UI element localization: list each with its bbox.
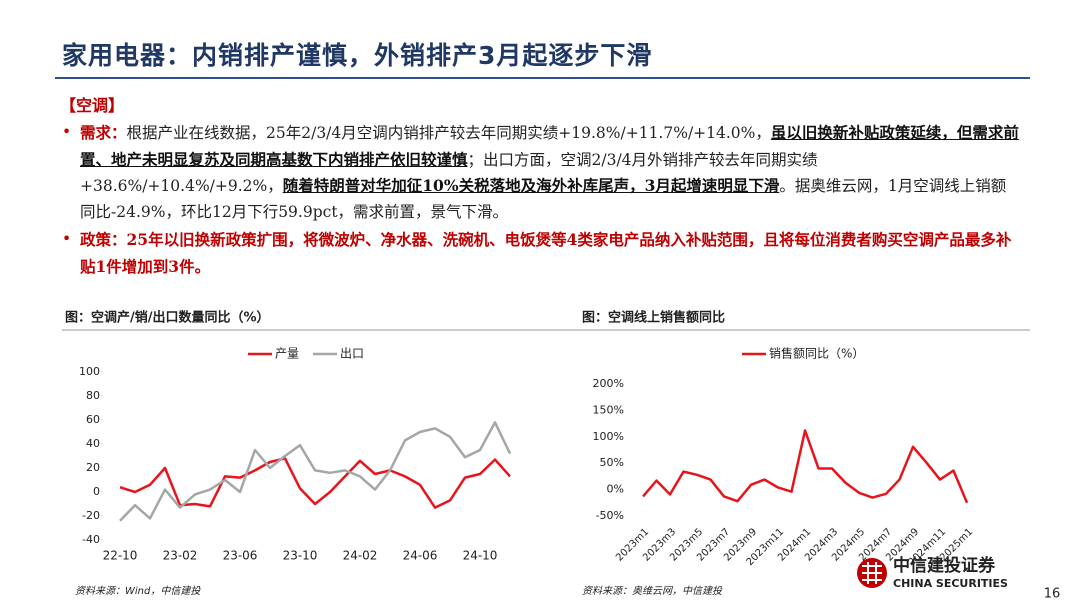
y-tick-label: 60	[86, 413, 100, 426]
y-tick-label: 0	[93, 485, 100, 498]
y-tick-label: 20	[86, 461, 100, 474]
text: 25年以旧换新政策扩围，将微波炉、净水器、洗碗机、电饭煲等4类家电产品纳入补贴范…	[80, 230, 1012, 276]
source: 资料来源：Wind，中信建投	[75, 585, 201, 597]
legend-label: 销售额同比（%）	[769, 346, 864, 361]
text: ；出口方面，空调2/3/4月外销排产较去年同期实绩+38.6%/+10.4%/+…	[80, 150, 818, 196]
slide-title: 家用电器：内销排产谨慎，外销排产3月起逐步下滑	[62, 41, 653, 70]
chart: -50%0%50%100%150%200%2023m12023m32023m52…	[593, 346, 976, 569]
x-tick-label: 22-10	[103, 549, 138, 563]
x-tick-label: 23-06	[223, 549, 258, 563]
body-text: 需求：根据产业在线数据，25年2/3/4月空调内销排产较去年同期实绩+19.8%…	[60, 120, 1020, 282]
logo-english: CHINA SECURITIES	[893, 577, 1008, 590]
y-tick-label: -40	[82, 533, 100, 546]
logo-glyph	[862, 562, 882, 584]
y-tick-label: 0%	[607, 483, 624, 496]
y-tick-label: 50%	[600, 456, 624, 469]
bullet-label: 政策：	[80, 230, 127, 249]
bullet: 政策：25年以旧换新政策扩围，将微波炉、净水器、洗碗机、电饭煲等4类家电产品纳入…	[60, 227, 1020, 280]
page-number: 16	[1044, 587, 1061, 602]
text: 。据奥维云网，1月空调线上销额同比-24.9%，环比12月下行59.9pct，需…	[80, 177, 1007, 221]
y-tick-label: 100%	[593, 430, 624, 443]
y-tick-label: 150%	[593, 403, 624, 416]
emphasis: 随着特朗普对华加征10%关税落地及海外补库尾声，3月起增速明显下滑	[282, 176, 780, 195]
chart-title: 图：空调线上销售额同比	[582, 310, 725, 326]
x-tick-label: 24-06	[403, 549, 438, 563]
y-tick-label: -20	[82, 509, 100, 522]
title-rule	[55, 77, 1030, 79]
chart: -40 -20 0 20 40 60 80 100 22-10 23-02 23-06 23-10 24…	[79, 347, 512, 563]
chart-title: 图：空调产/销/出口数量同比（%）	[65, 310, 270, 326]
series-line	[642, 429, 969, 504]
text: 根据产业在线数据，25年2/3/4月空调内销排产较去年同期实绩+19.8%/+1…	[126, 124, 771, 142]
emphasis: 虽以旧换新补贴政策延续，但需求前置、地产未明显复苏及同期高基数下内销排产依旧较谨…	[80, 123, 1019, 169]
y-tick-label: 100	[79, 365, 100, 378]
x-tick-label: 24-02	[343, 549, 378, 563]
bullet: 需求：根据产业在线数据，25年2/3/4月空调内销排产较去年同期实绩+19.8%…	[60, 120, 1020, 225]
x-tick-label: 23-10	[283, 549, 318, 563]
y-tick-label: 40	[86, 437, 100, 450]
section-label: 【空调】	[60, 96, 125, 115]
legend-label: 出口	[340, 347, 364, 361]
y-tick-label: -50%	[596, 509, 624, 522]
logo-name: 中信建投证券	[893, 555, 996, 576]
series-line	[119, 457, 511, 509]
legend-label: 产量	[275, 347, 299, 361]
series-line	[119, 421, 512, 522]
y-tick-label: 80	[86, 389, 100, 402]
x-tick-label: 23-02	[163, 549, 198, 563]
x-tick-label: 24-10	[463, 549, 498, 563]
y-tick-label: 200%	[593, 377, 624, 390]
bullet-label: 需求：	[80, 123, 127, 142]
source: 资料来源：奥维云网，中信建投	[582, 585, 723, 597]
logo: 中信建投证券 CHINA SECURITIES	[857, 555, 1008, 590]
